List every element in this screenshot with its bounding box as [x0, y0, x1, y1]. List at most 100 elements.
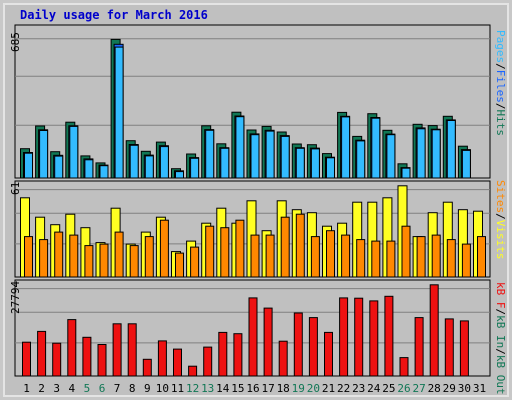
day-label-1: 1 — [23, 382, 30, 395]
bar-sites-31 — [477, 236, 486, 278]
day-label-12: 12 — [185, 382, 200, 395]
bar-sites-9 — [144, 236, 154, 278]
day-label-23: 23 — [352, 382, 366, 395]
day-label-15: 15 — [231, 382, 245, 395]
legend-sites-visits: Sites/Visits — [494, 180, 507, 260]
bar-kbytes-28 — [429, 284, 439, 377]
bar-sites-23 — [356, 239, 366, 278]
bar-pages-11 — [175, 171, 184, 179]
bar-kbytes-27 — [414, 317, 424, 377]
bar-pages-21 — [326, 157, 335, 179]
day-label-9: 9 — [143, 382, 151, 395]
legend-item-kbytes: kB F — [494, 282, 507, 309]
bar-pages-9 — [144, 155, 154, 179]
day-label-10: 10 — [155, 382, 170, 395]
bar-kbytes-19 — [293, 312, 303, 377]
day-label-14: 14 — [216, 382, 230, 395]
legend-pages-files-hits: Pages/Files/Hits — [494, 30, 507, 136]
bar-pages-18 — [280, 135, 290, 179]
bar-pages-6 — [99, 165, 109, 179]
visits-ymax-label: 61 — [9, 181, 22, 195]
day-label-2: 2 — [38, 382, 45, 395]
legend-separator: / — [494, 63, 507, 70]
bar-pages-1 — [24, 152, 33, 179]
bar-sites-13 — [205, 225, 215, 278]
day-label-29: 29 — [442, 382, 456, 395]
bar-pages-15 — [235, 116, 245, 179]
bar-sites-21 — [326, 230, 335, 278]
bar-kbytes-17 — [263, 307, 273, 377]
chart-title: Daily usage for March 2016 — [20, 8, 208, 22]
bar-pages-13 — [205, 129, 215, 179]
bar-sites-4 — [69, 234, 79, 278]
bar-sites-22 — [341, 234, 351, 278]
bar-kbytes-8 — [127, 323, 137, 377]
bar-pages-24 — [371, 117, 381, 179]
day-label-28: 28 — [427, 382, 441, 395]
bar-pages-27 — [416, 128, 426, 179]
day-label-24: 24 — [367, 382, 381, 395]
day-label-25: 25 — [382, 382, 396, 395]
bar-sites-19 — [295, 213, 305, 278]
day-label-6: 6 — [98, 382, 106, 395]
bar-sites-10 — [159, 219, 169, 278]
bar-kbytes-21 — [324, 331, 333, 377]
bar-sites-12 — [190, 246, 200, 278]
bar-sites-2 — [39, 239, 49, 278]
day-label-20: 20 — [306, 382, 321, 395]
legend-item-sites: Sites — [494, 180, 507, 214]
bar-sites-14 — [220, 227, 230, 278]
bar-pages-28 — [431, 129, 441, 179]
day-label-13: 13 — [201, 382, 215, 395]
legend-separator: / — [494, 348, 507, 355]
day-label-30: 30 — [457, 382, 472, 395]
bar-pages-3 — [54, 155, 64, 179]
legend-item-hits: Hits — [494, 109, 507, 137]
bar-pages-2 — [39, 130, 49, 179]
bar-pages-17 — [265, 130, 275, 179]
bar-kbytes-7 — [112, 323, 122, 377]
bar-kbytes-25 — [384, 295, 394, 377]
day-label-26: 26 — [397, 382, 411, 395]
bar-kbytes-30 — [459, 320, 469, 377]
bars-layer — [20, 38, 486, 377]
bar-kbytes-3 — [52, 342, 62, 377]
legend-separator: / — [494, 213, 507, 220]
bar-kbytes-20 — [308, 317, 318, 377]
day-label-19: 19 — [291, 382, 305, 395]
bar-kbytes-14 — [218, 331, 228, 377]
legend-kbytes: kB F/kB In/kB Out — [494, 282, 507, 395]
bar-pages-20 — [310, 148, 320, 179]
bar-kbytes-2 — [37, 330, 47, 377]
legend-item-pages: Pages — [494, 30, 507, 64]
bar-sites-29 — [446, 239, 456, 278]
bar-pages-19 — [295, 147, 305, 179]
bar-kbytes-15 — [233, 333, 243, 377]
bar-sites-3 — [54, 231, 64, 278]
bar-sites-8 — [129, 245, 139, 278]
bar-sites-28 — [431, 234, 441, 278]
bar-pages-10 — [159, 146, 169, 179]
bar-pages-22 — [341, 116, 351, 179]
bar-sites-5 — [84, 245, 94, 278]
bar-sites-6 — [99, 243, 109, 278]
day-label-3: 3 — [53, 382, 60, 395]
bar-kbytes-16 — [248, 297, 258, 377]
bar-pages-4 — [69, 125, 79, 179]
bar-pages-7 — [114, 46, 124, 179]
bar-sites-27 — [416, 236, 426, 278]
bar-pages-30 — [461, 149, 471, 179]
bar-pages-23 — [356, 140, 366, 179]
day-label-16: 16 — [246, 382, 260, 395]
bar-kbytes-23 — [354, 297, 364, 377]
day-label-4: 4 — [68, 382, 76, 395]
bar-kbytes-18 — [278, 340, 288, 377]
bar-kbytes-26 — [399, 357, 409, 377]
bar-kbytes-4 — [67, 319, 77, 377]
day-label-8: 8 — [128, 382, 136, 395]
bar-kbytes-22 — [339, 297, 349, 377]
bar-sites-30 — [461, 243, 471, 278]
bar-sites-20 — [310, 236, 320, 278]
bar-sites-11 — [175, 252, 184, 278]
